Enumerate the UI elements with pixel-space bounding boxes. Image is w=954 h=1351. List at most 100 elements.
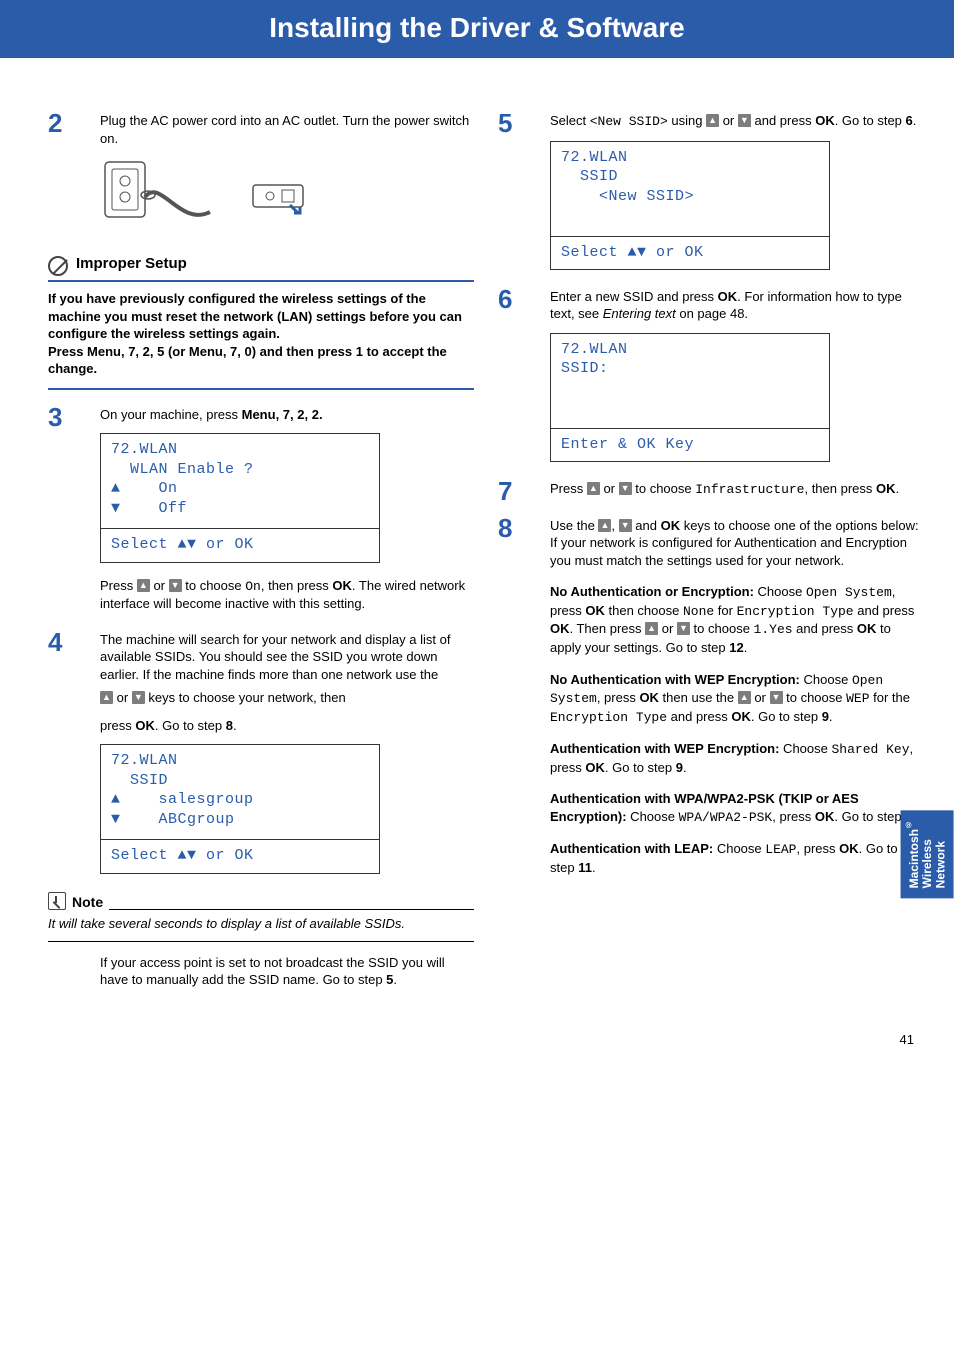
right-column: 5 Select <New SSID> using ▲ or ▼ and pre…	[498, 112, 924, 1007]
a3a: Choose	[779, 741, 831, 756]
side-tab: Macintosh® Wireless Network	[901, 810, 954, 898]
s7-text: Press ▲ or ▼ to choose Infrastructure, t…	[550, 480, 924, 499]
up-arrow-icon: ▲	[645, 622, 658, 635]
s5ok: OK	[815, 113, 835, 128]
a2wep: WEP	[846, 691, 869, 706]
s6l2	[561, 379, 819, 399]
a1t: No Authentication or Encryption:	[550, 584, 754, 599]
s3a1: Press	[100, 578, 137, 593]
note-label: Note	[72, 894, 103, 910]
step-3-number: 3	[48, 400, 62, 435]
step-3-intro: On your machine, press Menu, 7, 2, 2.	[100, 406, 474, 424]
left-column: 2 Plug the AC power cord into an AC outl…	[48, 112, 474, 1007]
a4a: Choose	[627, 809, 679, 824]
s6ok: OK	[718, 289, 738, 304]
s6l1: SSID:	[561, 359, 819, 379]
auth3: Authentication with WEP Encryption: Choo…	[550, 740, 924, 776]
s4p3a: press	[100, 718, 135, 733]
s4l2: ▲ salesgroup	[111, 790, 369, 810]
note-icon	[48, 892, 66, 910]
a3d: .	[683, 760, 687, 775]
a1i: and press	[793, 621, 857, 636]
after-note: If your access point is set to not broad…	[100, 954, 474, 989]
s6lf: Enter & OK Key	[551, 428, 829, 461]
s3-lcd-3: ▼ Off	[111, 499, 369, 519]
a2b: , press	[597, 690, 640, 705]
s5n: 6	[906, 113, 913, 128]
s8ia: Use the	[550, 518, 598, 533]
step-7: 7 Press ▲ or ▼ to choose Infrastructure,…	[550, 480, 924, 499]
content-columns: 2 Plug the AC power cord into an AC outl…	[0, 62, 954, 1007]
down-arrow-icon: ▼	[619, 519, 632, 532]
a1e: and press	[854, 603, 915, 618]
s7infra: Infrastructure	[695, 482, 804, 497]
s5b: using	[668, 113, 706, 128]
up-arrow-icon: ▲	[706, 114, 719, 127]
step-2-number: 2	[48, 106, 62, 141]
a5leap: LEAP	[765, 842, 796, 857]
s5l0: 72.WLAN	[561, 148, 819, 168]
s3a2: or	[150, 578, 169, 593]
a4wpa: WPA/WPA2-PSK	[679, 810, 773, 825]
a5d: .	[592, 860, 596, 875]
s6c: on page 48.	[676, 306, 748, 321]
a2h: . Go to step	[751, 709, 822, 724]
s8ib: ,	[611, 518, 618, 533]
s5a: Select	[550, 113, 590, 128]
s4p3b: . Go to step	[155, 718, 226, 733]
a5ok: OK	[839, 841, 859, 856]
a5a: Choose	[713, 841, 765, 856]
down-arrow-icon: ▼	[677, 622, 690, 635]
a1ok: OK	[585, 603, 605, 618]
s4lf: Select ▲▼ or OK	[101, 839, 379, 872]
step-4: 4 The machine will search for your netwo…	[100, 631, 474, 874]
s4p3c: .	[233, 718, 237, 733]
s5lf: Select ▲▼ or OK	[551, 236, 829, 269]
a2a: Choose	[800, 672, 852, 687]
s6l0: 72.WLAN	[561, 340, 819, 360]
s7b: or	[600, 481, 619, 496]
power-illustration	[100, 157, 474, 237]
a2ok2: OK	[731, 709, 751, 724]
prohibit-icon	[48, 256, 68, 276]
s3-lcd-2: ▲ On	[111, 479, 369, 499]
s4-stepn: 8	[226, 718, 233, 733]
s7e: .	[896, 481, 900, 496]
auth1: No Authentication or Encryption: Choose …	[550, 583, 924, 656]
s4-p2: ▲ or ▼ keys to choose your network, then	[100, 689, 474, 707]
s4-ok: OK	[135, 718, 155, 733]
a2c: then use the	[659, 690, 738, 705]
brand-reg: ®	[915, 8, 924, 22]
step-3-lcd: 72.WLAN WLAN Enable ? ▲ On ▼ Off Select …	[100, 433, 380, 562]
a1c: then choose	[605, 603, 683, 618]
s7a: Press	[550, 481, 587, 496]
s3a3: to choose	[182, 578, 246, 593]
s6-text: Enter a new SSID and press OK. For infor…	[550, 288, 924, 323]
step-8-number: 8	[498, 511, 512, 546]
a1d: for	[714, 603, 736, 618]
note-body: It will take several seconds to display …	[48, 912, 474, 942]
s3a4: , then press	[261, 578, 333, 593]
a5s: 11	[578, 860, 592, 875]
step-5-number: 5	[498, 106, 512, 141]
up-arrow-icon: ▲	[738, 691, 751, 704]
s4l3: ▼ ABCgroup	[111, 810, 369, 830]
s3-nums: , 7, 2, 2.	[276, 407, 323, 422]
step-5: 5 Select <New SSID> using ▲ or ▼ and pre…	[550, 112, 924, 270]
a3ok: OK	[585, 760, 605, 775]
step-7-number: 7	[498, 474, 512, 509]
s5l3	[561, 206, 819, 226]
a4c: . Go to step	[834, 809, 905, 824]
up-arrow-icon: ▲	[137, 579, 150, 592]
s5f: .	[913, 113, 917, 128]
s3-on: On	[245, 579, 261, 594]
s5-text: Select <New SSID> using ▲ or ▼ and press…	[550, 112, 924, 131]
s5l1: SSID	[561, 167, 819, 187]
brand: Macintosh®	[816, 8, 924, 33]
a2e: to choose	[783, 690, 847, 705]
a1ok3: OK	[857, 621, 877, 636]
down-arrow-icon: ▼	[738, 114, 751, 127]
s6it: Entering text	[603, 306, 676, 321]
s4l0: 72.WLAN	[111, 751, 369, 771]
a1g: or	[658, 621, 677, 636]
